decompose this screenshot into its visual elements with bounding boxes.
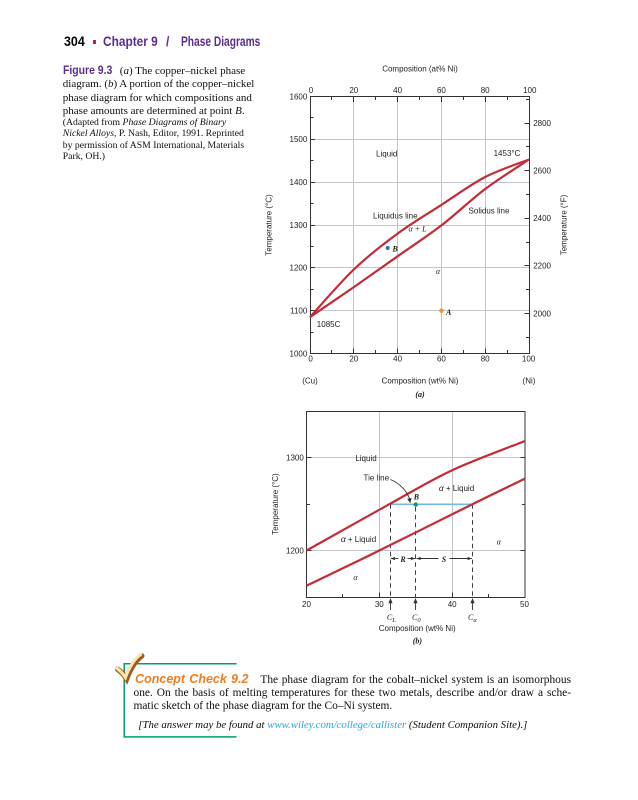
svg-text:CL: CL	[387, 613, 396, 624]
svg-text:2000: 2000	[533, 309, 551, 318]
svg-text:(Cu): (Cu)	[302, 377, 318, 386]
svg-text:Temperature (°C): Temperature (°C)	[271, 473, 280, 535]
svg-text:40: 40	[393, 354, 402, 363]
svg-text:(Ni): (Ni)	[523, 377, 536, 386]
svg-text:Tie line: Tie line	[364, 474, 390, 483]
svg-text:Liquid: Liquid	[376, 150, 397, 159]
svg-text:Liquidus line: Liquidus line	[373, 212, 418, 221]
svg-text:Composition (at% Ni): Composition (at% Ni)	[382, 65, 458, 74]
svg-text:Temperature (°C): Temperature (°C)	[265, 194, 274, 256]
svg-text:40: 40	[448, 600, 457, 609]
svg-text:1400: 1400	[290, 178, 308, 187]
svg-text:Liquid: Liquid	[355, 454, 376, 463]
svg-text:30: 30	[375, 600, 384, 609]
svg-text:α: α	[497, 538, 502, 547]
svg-text:60: 60	[437, 86, 446, 95]
svg-text:0: 0	[308, 354, 313, 363]
svg-text:0: 0	[309, 86, 314, 95]
svg-text:100: 100	[523, 86, 537, 95]
svg-text:1300: 1300	[286, 454, 304, 463]
svg-text:1453°C: 1453°C	[494, 149, 521, 158]
svg-text:80: 80	[481, 354, 490, 363]
svg-text:S: S	[442, 555, 447, 564]
svg-text:1500: 1500	[290, 135, 308, 144]
svg-text:100: 100	[522, 354, 536, 363]
svg-text:80: 80	[481, 86, 490, 95]
svg-text:R: R	[399, 555, 406, 564]
svg-text:1300: 1300	[290, 221, 308, 230]
svg-text:40: 40	[393, 86, 402, 95]
svg-text:Composition (wt% Ni): Composition (wt% Ni)	[382, 377, 459, 386]
svg-text:20: 20	[349, 354, 358, 363]
svg-text:Composition (wt% Ni): Composition (wt% Ni)	[379, 624, 456, 633]
svg-text:1000: 1000	[290, 349, 308, 358]
svg-text:1200: 1200	[290, 264, 308, 273]
svg-text:2800: 2800	[533, 119, 551, 128]
svg-text:α + Liquid: α + Liquid	[341, 534, 376, 544]
svg-text:α: α	[353, 573, 358, 582]
svg-text:1100: 1100	[290, 307, 308, 316]
svg-text:1200: 1200	[286, 546, 304, 555]
svg-text:Cα: Cα	[468, 613, 477, 624]
svg-text:1085C: 1085C	[317, 320, 341, 329]
svg-text:A: A	[445, 308, 452, 317]
svg-text:20: 20	[349, 86, 358, 95]
svg-text:α + L: α + L	[408, 225, 427, 234]
svg-text:α: α	[436, 267, 441, 276]
svg-text:α + Liquid: α + Liquid	[439, 483, 474, 493]
svg-text:B: B	[413, 492, 420, 501]
svg-text:C0: C0	[412, 613, 421, 624]
svg-text:2600: 2600	[533, 167, 551, 176]
svg-text:B: B	[392, 245, 399, 254]
svg-text:Temperature (°F): Temperature (°F)	[560, 194, 569, 255]
svg-text:2400: 2400	[533, 214, 551, 223]
svg-text:(b): (b)	[413, 637, 423, 646]
svg-text:20: 20	[302, 600, 311, 609]
svg-text:(a): (a)	[415, 390, 425, 399]
svg-text:Solidus line: Solidus line	[469, 207, 510, 216]
svg-text:50: 50	[520, 600, 529, 609]
svg-text:60: 60	[437, 354, 446, 363]
svg-text:1600: 1600	[290, 93, 308, 102]
svg-text:2200: 2200	[533, 262, 551, 271]
